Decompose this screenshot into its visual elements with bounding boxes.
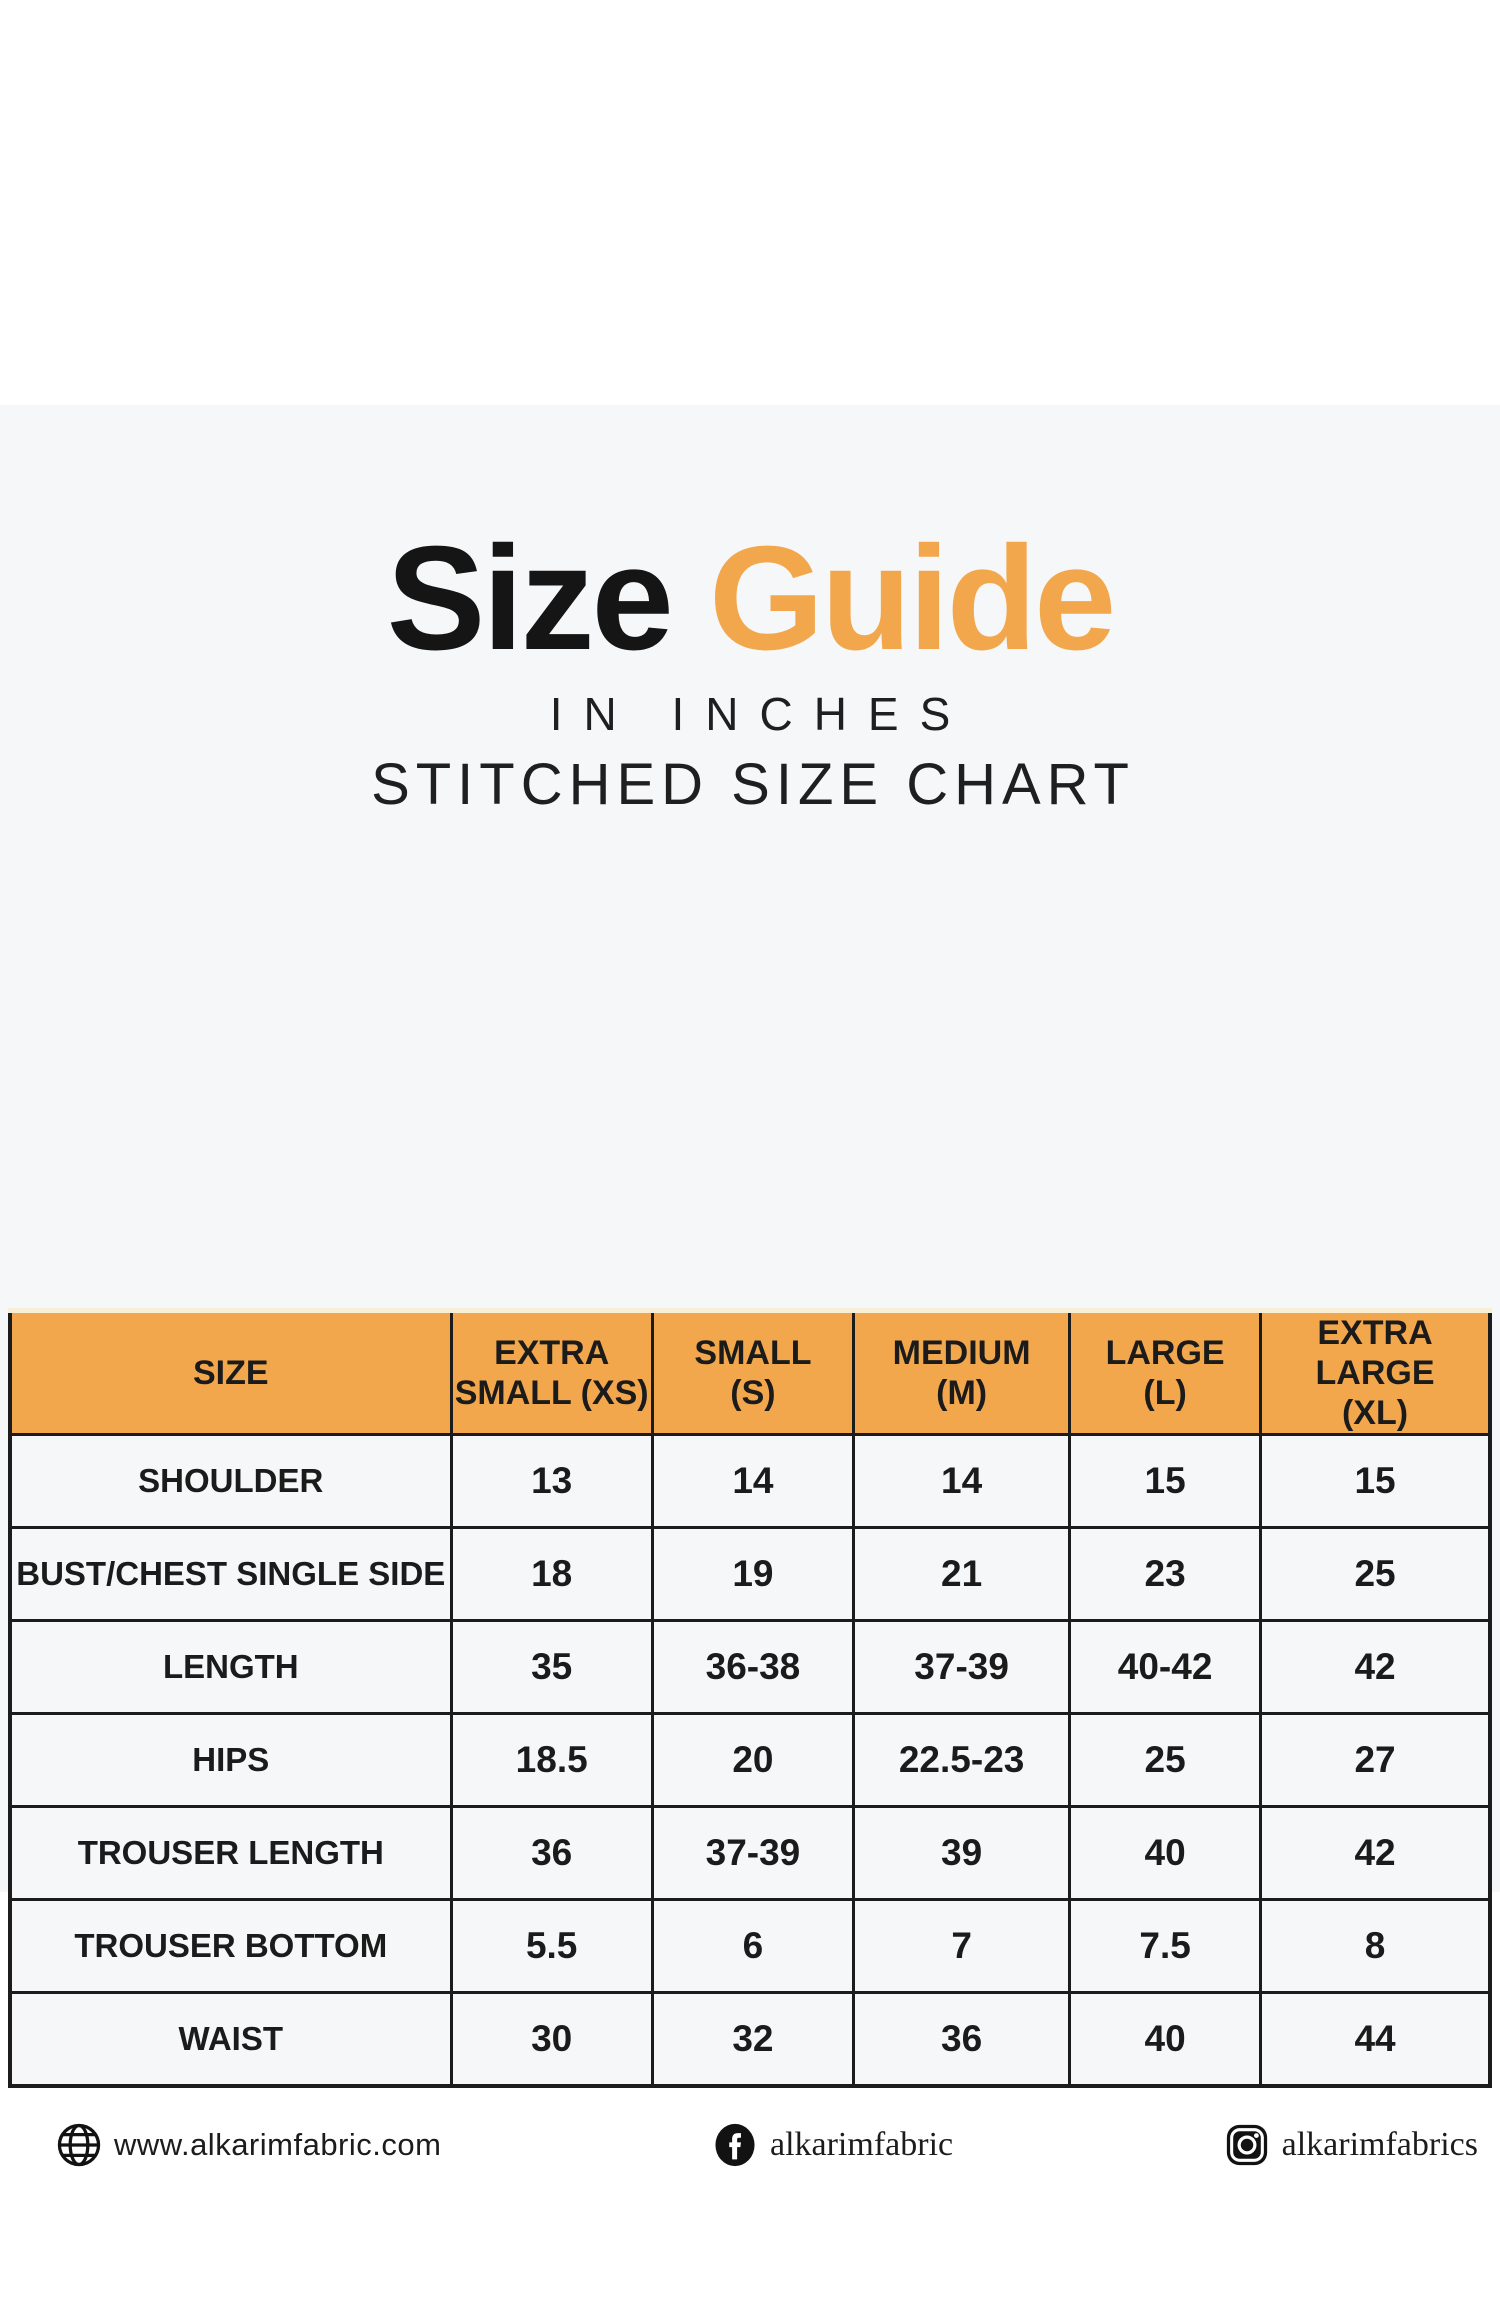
- row-label: WAIST: [8, 1991, 453, 2088]
- size-value-cell: 23: [1068, 1526, 1263, 1623]
- row-label: TROUSER LENGTH: [8, 1805, 453, 1902]
- instagram-handle: alkarimfabrics: [1281, 2126, 1478, 2163]
- size-table: SIZE EXTRA SMALL (XS) SMALL (S) MEDIUM (M) LARG…: [8, 1307, 1492, 2088]
- column-header-extra-large-xl: EXTRA LARGE (XL): [1259, 1307, 1492, 1437]
- size-value-cell: 13: [449, 1433, 654, 1530]
- size-value-cell: 40: [1068, 1991, 1263, 2088]
- size-value-cell: 5.5: [449, 1898, 654, 1995]
- size-value-cell: 18: [449, 1526, 654, 1623]
- size-value-cell: 7: [852, 1898, 1072, 1995]
- table-row: BUST/CHEST SINGLE SIDE 18 19 21 23 25: [8, 1526, 1492, 1623]
- row-label: SHOULDER: [8, 1433, 453, 1530]
- size-value-cell: 36-38: [650, 1619, 856, 1716]
- size-value-cell: 20: [650, 1712, 856, 1809]
- website-text: www.alkarimfabric.com: [114, 2127, 442, 2162]
- size-value-cell: 40-42: [1068, 1619, 1263, 1716]
- size-value-cell: 39: [852, 1805, 1072, 1902]
- size-value-cell: 42: [1259, 1805, 1492, 1902]
- title-word-size: Size: [386, 516, 674, 681]
- content-band: Size Guide IN INCHES STITCHED SIZE CHART…: [0, 405, 1500, 2167]
- table-row: TROUSER BOTTOM 5.5 6 7 7.5 8: [8, 1898, 1492, 1995]
- row-label: TROUSER BOTTOM: [8, 1898, 453, 1995]
- column-header-large-l: LARGE (L): [1068, 1307, 1263, 1437]
- size-value-cell: 19: [650, 1526, 856, 1623]
- row-label: BUST/CHEST SINGLE SIDE: [8, 1526, 453, 1623]
- size-value-cell: 36: [449, 1805, 654, 1902]
- column-header-size: SIZE: [8, 1307, 453, 1437]
- size-value-cell: 8: [1259, 1898, 1492, 1995]
- column-header-small-s: SMALL (S): [650, 1307, 856, 1437]
- subtitle-stitched-size-chart: STITCHED SIZE CHART: [371, 752, 1135, 818]
- title-block: Size Guide IN INCHES STITCHED SIZE CHART: [0, 405, 1500, 820]
- facebook-item: alkarimfabric: [712, 2122, 953, 2168]
- subtitle-in-inches: IN INCHES: [549, 688, 972, 740]
- size-value-cell: 35: [449, 1619, 654, 1716]
- size-value-cell: 14: [852, 1433, 1072, 1530]
- table-row: WAIST 30 32 36 40 44: [8, 1991, 1492, 2088]
- size-value-cell: 27: [1259, 1712, 1492, 1809]
- size-value-cell: 15: [1259, 1433, 1492, 1530]
- row-label: LENGTH: [8, 1619, 453, 1716]
- instagram-icon: [1226, 2124, 1267, 2166]
- size-value-cell: 14: [650, 1433, 856, 1530]
- size-value-cell: 42: [1259, 1619, 1492, 1716]
- size-value-cell: 25: [1259, 1526, 1492, 1623]
- size-value-cell: 15: [1068, 1433, 1263, 1530]
- size-value-cell: 30: [449, 1991, 654, 2088]
- size-value-cell: 37-39: [852, 1619, 1072, 1716]
- size-value-cell: 18.5: [449, 1712, 654, 1809]
- size-table-header: SIZE EXTRA SMALL (XS) SMALL (S) MEDIUM (M) LARG…: [8, 1307, 1492, 1437]
- facebook-icon: [715, 2123, 755, 2167]
- table-row: HIPS 18.5 20 22.5-23 25 27: [8, 1712, 1492, 1809]
- globe-icon: [57, 2123, 101, 2167]
- table-row: TROUSER LENGTH 36 37-39 39 40 42: [8, 1805, 1492, 1902]
- size-value-cell: 25: [1068, 1712, 1263, 1809]
- table-row: SHOULDER 13 14 14 15 15: [8, 1433, 1492, 1530]
- size-value-cell: 44: [1259, 1991, 1492, 2088]
- table-row: LENGTH 35 36-38 37-39 40-42 42: [8, 1619, 1492, 1716]
- size-value-cell: 37-39: [650, 1805, 856, 1902]
- size-value-cell: 40: [1068, 1805, 1263, 1902]
- website-item: www.alkarimfabric.com: [56, 2122, 441, 2168]
- size-value-cell: 36: [852, 1991, 1072, 2088]
- page-title: Size Guide: [0, 525, 1500, 673]
- facebook-handle: alkarimfabric: [769, 2126, 954, 2163]
- size-value-cell: 21: [852, 1526, 1072, 1623]
- size-value-cell: 32: [650, 1991, 856, 2088]
- column-header-medium-m: MEDIUM (M): [852, 1307, 1072, 1437]
- size-value-cell: 22.5-23: [852, 1712, 1072, 1809]
- column-header-extra-small-xs: EXTRA SMALL (XS): [449, 1307, 654, 1437]
- title-word-guide: Guide: [708, 516, 1116, 681]
- size-value-cell: 7.5: [1068, 1898, 1263, 1995]
- size-table-body: SHOULDER 13 14 14 15 15 BUST/CHEST SINGLE SIDE…: [8, 1433, 1492, 2088]
- size-value-cell: 6: [650, 1898, 856, 1995]
- row-label: HIPS: [8, 1712, 453, 1809]
- instagram-item: alkarimfabrics: [1224, 2122, 1478, 2168]
- footer: www.alkarimfabric.com alkarimfabric alka…: [8, 2122, 1492, 2168]
